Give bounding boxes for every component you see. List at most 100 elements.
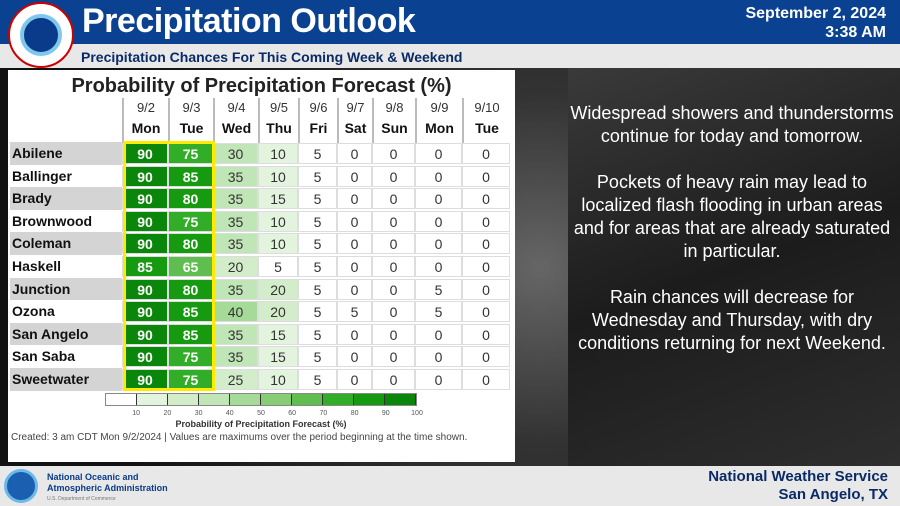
city-label: Coleman — [10, 232, 122, 255]
pop-cell: 0 — [337, 210, 372, 232]
legend-swatch — [137, 394, 168, 405]
pop-cell: 35 — [213, 233, 258, 255]
city-label: San Angelo — [10, 322, 122, 346]
pop-cell: 5 — [298, 256, 337, 277]
legend-swatch — [354, 394, 385, 405]
column-day: Mon — [131, 120, 161, 136]
office-name: National Weather Service San Angelo, TX — [708, 468, 888, 504]
pop-cell: 0 — [462, 143, 510, 164]
pop-cell: 85 — [168, 301, 213, 323]
pop-cell: 10 — [258, 233, 298, 255]
column-day: Mon — [425, 120, 454, 136]
table-row: Abilene 90 75 30 10 5 0 0 0 0 — [10, 142, 513, 165]
pop-cell: 30 — [213, 143, 258, 164]
issue-datetime: September 2, 2024 3:38 AM — [745, 4, 886, 42]
pop-cell: 10 — [258, 143, 298, 164]
legend-swatch — [106, 394, 137, 405]
noaa-text: National Oceanic and Atmospheric Adminis… — [47, 472, 168, 505]
pop-cell: 5 — [298, 188, 337, 210]
legend-swatch — [292, 394, 323, 405]
pop-cell: 10 — [258, 369, 298, 390]
pop-cell: 75 — [168, 143, 213, 164]
column-header: 9/3 Tue — [168, 98, 213, 148]
city-label: Brownwood — [10, 209, 122, 233]
pop-cell: 5 — [298, 346, 337, 368]
city-label: Sweetwater — [10, 368, 122, 391]
table-row: Sweetwater 90 75 25 10 5 0 0 0 0 — [10, 368, 513, 391]
column-date: 9/10 — [474, 100, 500, 115]
highlight-box — [123, 141, 215, 391]
pop-cell: 0 — [337, 256, 372, 277]
pop-cell: 15 — [258, 346, 298, 368]
column-day: Sun — [381, 120, 408, 136]
pop-cell: 5 — [415, 301, 462, 323]
pop-cell: 0 — [415, 143, 462, 164]
pop-cell: 0 — [462, 256, 510, 277]
pop-cell: 90 — [122, 346, 168, 368]
column-date: 9/8 — [385, 100, 404, 115]
pop-cell: 0 — [372, 301, 415, 323]
column-header: 9/8 Sun — [372, 98, 415, 148]
column-day: Fri — [309, 120, 328, 136]
office-line: San Angelo, TX — [778, 486, 888, 503]
subtitle: Precipitation Chances For This Coming We… — [81, 49, 463, 65]
column-header: 9/4 Wed — [213, 98, 258, 148]
legend-tick: 30 — [194, 410, 203, 417]
noaa-line: U.S. Department of Commerce — [47, 496, 116, 502]
table-row: Ozona 90 85 40 20 5 5 0 5 0 — [10, 300, 513, 323]
pop-cell: 0 — [372, 210, 415, 232]
pop-cell: 90 — [122, 233, 168, 255]
pop-cell: 90 — [122, 143, 168, 164]
legend-tick: 60 — [288, 410, 297, 417]
city-label: Ozona — [10, 300, 122, 323]
pop-cell: 0 — [462, 210, 510, 232]
pop-cell: 0 — [337, 165, 372, 187]
column-header: 9/6 Fri — [298, 98, 337, 148]
city-label: Brady — [10, 187, 122, 210]
pop-cell: 90 — [122, 165, 168, 187]
pop-cell: 80 — [168, 188, 213, 210]
pop-cell: 5 — [298, 165, 337, 187]
city-label: Haskell — [10, 255, 122, 278]
pop-cell: 0 — [462, 346, 510, 368]
legend-tick: 100 — [411, 410, 423, 417]
pop-cell: 20 — [258, 301, 298, 323]
pop-cell: 5 — [258, 256, 298, 277]
pop-cell: 35 — [213, 278, 258, 300]
pop-cell: 0 — [372, 188, 415, 210]
pop-cell: 0 — [462, 278, 510, 300]
pop-cell: 10 — [258, 165, 298, 187]
column-date: 9/6 — [309, 100, 328, 115]
pop-cell: 25 — [213, 369, 258, 390]
pop-cell: 10 — [258, 210, 298, 232]
pop-cell: 5 — [337, 301, 372, 323]
pop-cell: 0 — [462, 369, 510, 390]
pop-cell: 0 — [462, 165, 510, 187]
pop-cell: 65 — [168, 256, 213, 277]
pop-cell: 90 — [122, 278, 168, 300]
pop-cell: 80 — [168, 233, 213, 255]
legend-swatch — [199, 394, 230, 405]
issue-time: 3:38 AM — [825, 24, 886, 41]
pop-cell: 0 — [337, 233, 372, 255]
pop-cell: 75 — [168, 210, 213, 232]
table-row: Brady 90 80 35 15 5 0 0 0 0 — [10, 187, 513, 210]
issue-date: September 2, 2024 — [745, 5, 886, 22]
column-day: Thu — [266, 120, 292, 136]
noaa-line: Atmospheric Administration — [47, 483, 168, 493]
column-header: 9/5 Thu — [258, 98, 298, 148]
pop-cell: 5 — [298, 301, 337, 323]
pop-cell: 0 — [372, 143, 415, 164]
pop-cell: 5 — [298, 278, 337, 300]
city-label: Junction — [10, 277, 122, 301]
pop-cell: 0 — [415, 188, 462, 210]
pop-cell: 0 — [372, 278, 415, 300]
pop-cell: 0 — [337, 143, 372, 164]
column-header: 9/2 Mon — [122, 98, 168, 148]
table-row: San Angelo 90 85 35 15 5 0 0 0 0 — [10, 322, 513, 346]
subtitle-bar: Precipitation Chances For This Coming We… — [0, 44, 900, 68]
pop-cell: 5 — [298, 210, 337, 232]
column-date: 9/5 — [269, 100, 289, 115]
column-date: 9/7 — [346, 100, 365, 115]
pop-cell: 0 — [337, 323, 372, 345]
